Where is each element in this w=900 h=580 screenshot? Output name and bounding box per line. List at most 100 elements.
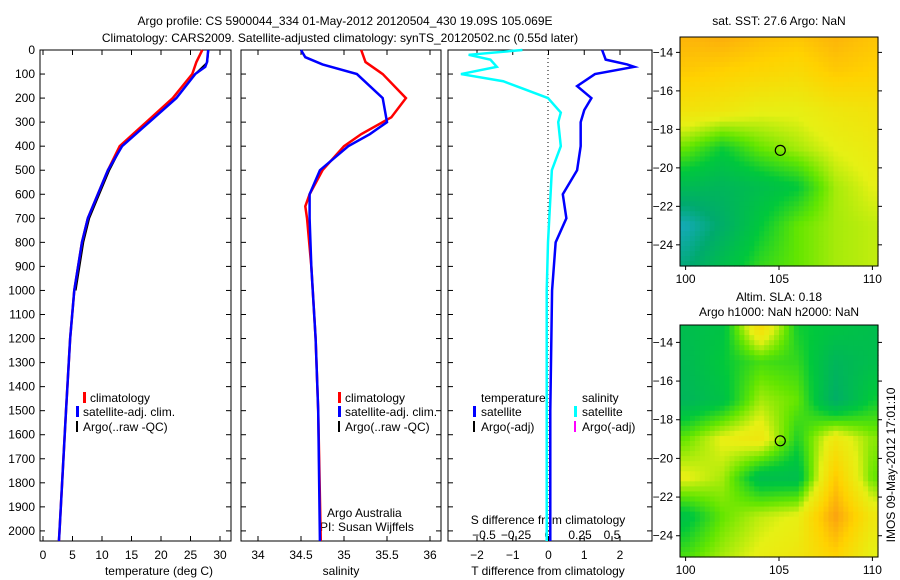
sst-map-cell: [744, 46, 750, 53]
sla-map-cell: [689, 415, 696, 422]
sst-map-cell: [828, 96, 835, 103]
sst-map-cell: [853, 71, 859, 78]
sst-map-cell: [680, 161, 686, 168]
sst-map-cell: [833, 121, 839, 128]
sla-map-cell: [739, 430, 745, 437]
sla-map-cell: [754, 466, 760, 472]
sst-map-cell: [858, 201, 864, 207]
sla-map-cell: [798, 461, 805, 467]
sst-map-cell: [769, 96, 775, 103]
sst-map-cell: [729, 136, 736, 143]
sst-map-cell: [699, 196, 706, 202]
sst-map-cell: [783, 126, 790, 133]
sla-map-cell: [843, 420, 849, 427]
sst-map-cell: [808, 156, 815, 163]
sla-map-cell: [714, 345, 721, 351]
sst-map-cell: [783, 176, 790, 182]
sla-map-cell: [749, 441, 755, 447]
sla-map-cell: [684, 430, 691, 437]
sla-map-cell: [754, 365, 760, 371]
sla-map-cell: [684, 516, 691, 523]
sla-map-cell: [759, 451, 765, 457]
sst-map-cell: [709, 91, 716, 98]
sst-map-cell: [823, 131, 830, 138]
sla-map-cell: [774, 531, 780, 538]
diff-x2tick-label: 0.25: [568, 528, 592, 542]
sla-map-cell: [769, 380, 775, 387]
sst-map-cell: [744, 246, 750, 252]
sla-map-cell: [680, 491, 686, 498]
sla-map-cell: [694, 481, 701, 487]
sla-map-cell: [848, 471, 854, 477]
sst-map-cell: [858, 176, 864, 182]
sla-map-cell: [813, 506, 820, 513]
sst-map-cell: [779, 226, 785, 232]
sla-map-cell: [684, 441, 691, 447]
sla-map-cell: [749, 456, 755, 462]
sst-map-cell: [754, 181, 760, 187]
sst-map-cell: [774, 236, 780, 242]
sla-map-cell: [808, 375, 815, 382]
sla-map-cell: [699, 415, 706, 422]
sla-map-cell: [764, 506, 770, 513]
sst-map-cell: [783, 186, 790, 192]
sst-map-cell: [818, 176, 825, 182]
sla-map-cell: [774, 380, 780, 387]
sla-map-cell: [759, 531, 765, 538]
sla-map-cell: [729, 501, 736, 508]
sst-map-cell: [734, 71, 740, 78]
sst-map-cell: [823, 216, 830, 222]
sst-map-cell: [803, 206, 810, 212]
sst-map-cell: [734, 206, 740, 212]
sla-map-cell: [719, 420, 726, 427]
sst-map-cell: [754, 221, 760, 227]
sla-map-cell: [803, 476, 810, 482]
sst-map-cell: [783, 206, 790, 212]
sst-map-cell: [858, 86, 864, 93]
sla-map-cell: [694, 325, 701, 331]
sst-map-cell: [759, 71, 765, 78]
sst-map-cell: [828, 206, 835, 212]
sla-map-cell: [868, 420, 874, 427]
sla-map-cell: [808, 536, 815, 543]
sst-map-cell: [739, 221, 745, 227]
sst-map-cell: [754, 81, 760, 88]
sst-map-cell: [744, 186, 750, 192]
sla-map-cell: [759, 350, 765, 356]
sla-map-cell: [779, 456, 785, 462]
sla-map-cell: [680, 405, 686, 412]
sla-map-cell: [793, 410, 800, 417]
sst-map-cell: [689, 37, 696, 43]
sst-map-cell: [788, 251, 795, 257]
sst-map-cell: [680, 186, 686, 192]
sst-map-cell: [833, 216, 839, 222]
sst-map-cell: [788, 171, 795, 177]
sla-map-cell: [734, 506, 740, 513]
sst-map-cell: [739, 121, 745, 128]
sst-map-cell: [779, 141, 785, 148]
sst-map-cell: [680, 261, 686, 267]
sst-map-cell: [818, 131, 825, 138]
sla-map-cell: [853, 446, 859, 452]
sst-map-cell: [719, 111, 726, 118]
sla-map-cell: [744, 481, 750, 487]
temp-ytick-label: 1800: [8, 476, 35, 490]
sst-map-cell: [734, 181, 740, 187]
sla-map-cell: [783, 476, 790, 482]
sla-map-cell: [808, 466, 815, 472]
sla-map-cell: [873, 355, 879, 361]
sst-map-cell: [729, 146, 736, 153]
sst-map-cell: [724, 231, 731, 237]
sst-map-cell: [764, 236, 770, 242]
sla-map-cell: [734, 355, 740, 361]
sla-map-cell: [823, 340, 830, 346]
sst-map-cell: [868, 231, 874, 237]
sst-map-cell: [754, 51, 760, 58]
sla-map-cell: [788, 330, 795, 336]
sla-map-cell: [719, 531, 726, 538]
sla-map-cell: [734, 330, 740, 336]
sla-map-cell: [729, 345, 736, 351]
sla-map-cell: [694, 410, 701, 417]
sla-map-cell: [783, 541, 790, 548]
sla-map-cell: [680, 385, 686, 392]
